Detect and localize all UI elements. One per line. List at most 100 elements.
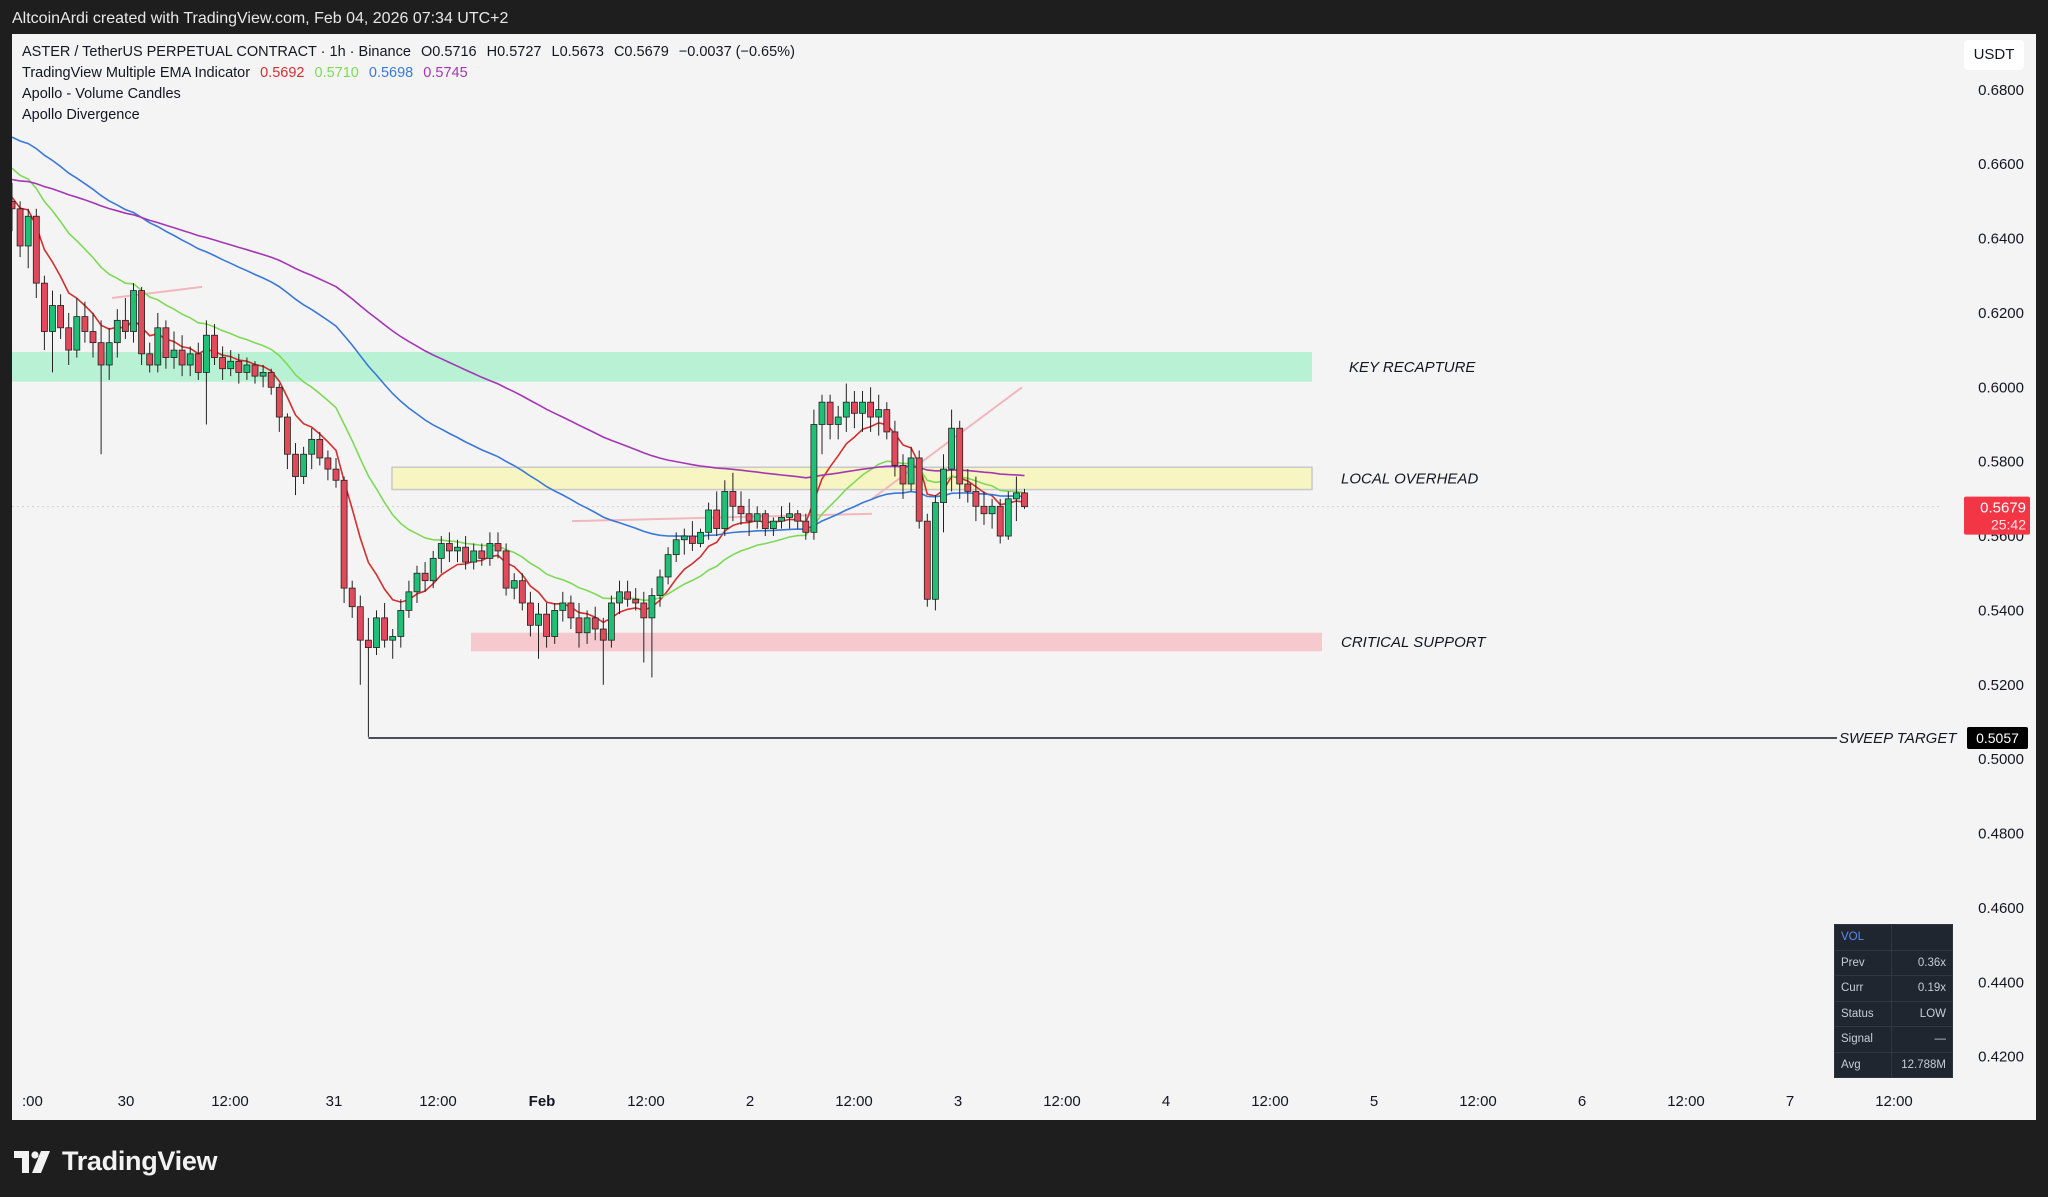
- time-tick-label: 30: [118, 1093, 135, 1110]
- candle-body: [551, 610, 559, 637]
- time-tick-label: 3: [954, 1093, 962, 1110]
- candle: [859, 391, 866, 432]
- candle: [891, 420, 899, 477]
- candle-body: [972, 491, 980, 507]
- candle-body: [324, 457, 332, 470]
- candle: [397, 599, 405, 648]
- price-tick-label: 0.6400: [1978, 231, 2024, 248]
- candle-body: [178, 349, 186, 366]
- candle: [57, 294, 64, 339]
- candle-body: [834, 416, 842, 425]
- candle: [340, 476, 348, 603]
- candle: [40, 275, 48, 351]
- ohlc-low: L0.5673: [551, 44, 604, 60]
- candle-body: [194, 353, 202, 373]
- candle: [316, 431, 324, 466]
- candle: [405, 580, 413, 618]
- candle: [364, 617, 372, 737]
- candle: [940, 454, 947, 533]
- chart-panel[interactable]: KEY RECAPTURE LOCAL OVERHEAD CRITICAL SUPP…: [12, 34, 2036, 1120]
- tradingview-logo[interactable]: TradingView: [14, 1146, 218, 1177]
- candle: [324, 450, 332, 481]
- ema-row[interactable]: TradingView Multiple EMA Indicator 0.569…: [22, 63, 795, 84]
- candle-body: [308, 438, 316, 455]
- candle-body: [867, 401, 874, 418]
- volume-key: Status: [1835, 1001, 1892, 1026]
- candle-body: [680, 535, 688, 541]
- time-tick-label: 12:00: [419, 1093, 457, 1110]
- candle-body: [16, 208, 24, 247]
- time-tick-label: 31: [326, 1093, 343, 1110]
- candle-body: [956, 427, 964, 485]
- candle: [89, 312, 97, 358]
- ema-fast-line: [12, 196, 1025, 624]
- annotations-layer: KEY RECAPTURE LOCAL OVERHEAD CRITICAL SUPP…: [1341, 359, 2028, 749]
- volume-key: Avg: [1835, 1052, 1892, 1077]
- candle: [227, 350, 235, 377]
- time-tick-label: 5: [1370, 1093, 1378, 1110]
- candle: [518, 573, 526, 611]
- candle-body: [494, 543, 502, 552]
- zone-label: CRITICAL SUPPORT: [1341, 634, 1487, 651]
- price-chart[interactable]: KEY RECAPTURE LOCAL OVERHEAD CRITICAL SUPP…: [12, 34, 2036, 1120]
- candle-body: [105, 342, 113, 366]
- candle-body: [340, 479, 348, 589]
- candle: [300, 446, 308, 484]
- candle: [373, 610, 380, 656]
- candle: [543, 602, 550, 648]
- candle: [664, 547, 672, 585]
- candle-body: [1021, 492, 1028, 508]
- time-tick-label: Feb: [529, 1093, 556, 1110]
- candle: [575, 602, 583, 648]
- time-tick-label: 12:00: [835, 1093, 873, 1110]
- ema-value-4: 0.5745: [423, 65, 468, 81]
- candle-body: [12, 200, 16, 210]
- candle: [956, 420, 964, 499]
- candle: [292, 443, 299, 496]
- zone-critical-support: [471, 632, 1322, 652]
- candle: [348, 580, 356, 618]
- symbol-row: ASTER / TetherUS PERPETUAL CONTRACT · 1h…: [22, 42, 795, 63]
- price-tick-label: 0.5400: [1978, 602, 2024, 619]
- volume-key: Curr: [1835, 976, 1892, 1001]
- candle: [608, 595, 615, 648]
- volume-value: 0.36x: [1917, 956, 1946, 969]
- time-tick-label: 2: [746, 1093, 754, 1110]
- candle: [559, 591, 567, 622]
- price-axis: 0.6800 0.6600 0.6400 0.6200 0.6000 0.5800 0.56…: [1978, 82, 2024, 1066]
- candle: [907, 446, 915, 492]
- ema-layer: [12, 136, 1025, 624]
- candle-body: [316, 438, 324, 459]
- candle-body: [810, 424, 818, 533]
- candle: [535, 602, 542, 659]
- zones-layer: [12, 351, 1322, 652]
- candle: [65, 312, 73, 365]
- indicator-volume-candles[interactable]: Apollo - Volume Candles: [22, 86, 181, 102]
- candle: [510, 573, 518, 600]
- candle-body: [97, 342, 105, 366]
- candle: [122, 298, 129, 339]
- candle: [243, 357, 251, 380]
- candle: [138, 286, 145, 365]
- candle-body: [267, 372, 275, 388]
- sweep-target-label: SWEEP TARGET: [1839, 730, 1958, 747]
- candle-body: [583, 617, 591, 634]
- candle: [437, 536, 445, 574]
- table-row: Signal —: [1835, 1027, 1952, 1053]
- indicator-divergence[interactable]: Apollo Divergence: [22, 107, 140, 123]
- candle: [381, 602, 389, 648]
- candle: [778, 506, 785, 529]
- candle-body: [996, 505, 1004, 537]
- candle: [12, 182, 16, 232]
- candle-body: [737, 505, 745, 515]
- candle: [113, 309, 121, 358]
- ema-indicator-name[interactable]: TradingView Multiple EMA Indicator: [22, 65, 251, 81]
- candle-body: [259, 372, 267, 377]
- candle-body: [219, 357, 227, 370]
- candle: [599, 617, 607, 685]
- candle-body: [980, 505, 988, 515]
- candle-body: [292, 453, 299, 477]
- currency-badge[interactable]: USDT: [1964, 40, 2024, 70]
- candle: [267, 368, 275, 395]
- candle-body: [405, 591, 413, 611]
